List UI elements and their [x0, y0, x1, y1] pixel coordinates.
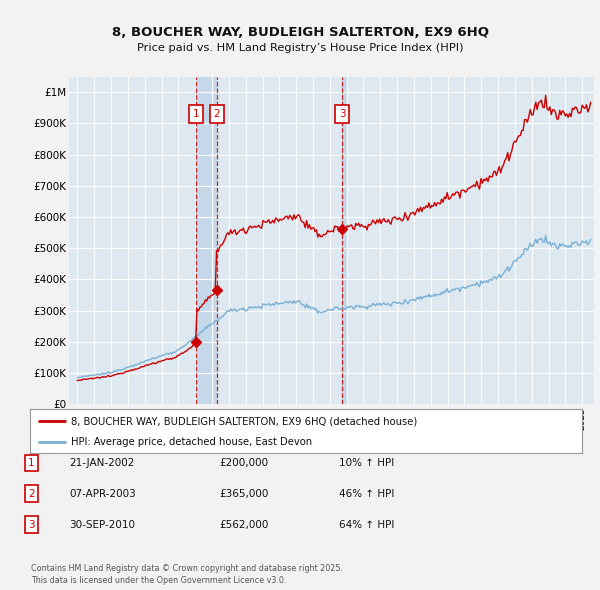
Text: 46% ↑ HPI: 46% ↑ HPI	[339, 489, 394, 499]
Text: 1: 1	[193, 109, 199, 119]
Text: 21-JAN-2002: 21-JAN-2002	[69, 458, 134, 468]
Text: 10% ↑ HPI: 10% ↑ HPI	[339, 458, 394, 468]
Text: 8, BOUCHER WAY, BUDLEIGH SALTERTON, EX9 6HQ (detached house): 8, BOUCHER WAY, BUDLEIGH SALTERTON, EX9 …	[71, 417, 418, 426]
Text: 8, BOUCHER WAY, BUDLEIGH SALTERTON, EX9 6HQ: 8, BOUCHER WAY, BUDLEIGH SALTERTON, EX9 …	[112, 26, 488, 39]
Text: Contains HM Land Registry data © Crown copyright and database right 2025.
This d: Contains HM Land Registry data © Crown c…	[31, 565, 343, 585]
Bar	[343, 77, 347, 404]
Text: 2: 2	[213, 109, 220, 119]
Text: 1: 1	[28, 458, 35, 468]
Text: £200,000: £200,000	[219, 458, 268, 468]
Text: 2: 2	[28, 489, 35, 499]
Text: £365,000: £365,000	[219, 489, 268, 499]
Text: 3: 3	[28, 520, 35, 529]
Bar	[196, 77, 217, 404]
Text: HPI: Average price, detached house, East Devon: HPI: Average price, detached house, East…	[71, 437, 313, 447]
Text: Price paid vs. HM Land Registry’s House Price Index (HPI): Price paid vs. HM Land Registry’s House …	[137, 44, 463, 53]
Text: £562,000: £562,000	[219, 520, 268, 529]
Text: 07-APR-2003: 07-APR-2003	[69, 489, 136, 499]
Text: 64% ↑ HPI: 64% ↑ HPI	[339, 520, 394, 529]
Text: 30-SEP-2010: 30-SEP-2010	[69, 520, 135, 529]
Text: 3: 3	[339, 109, 346, 119]
